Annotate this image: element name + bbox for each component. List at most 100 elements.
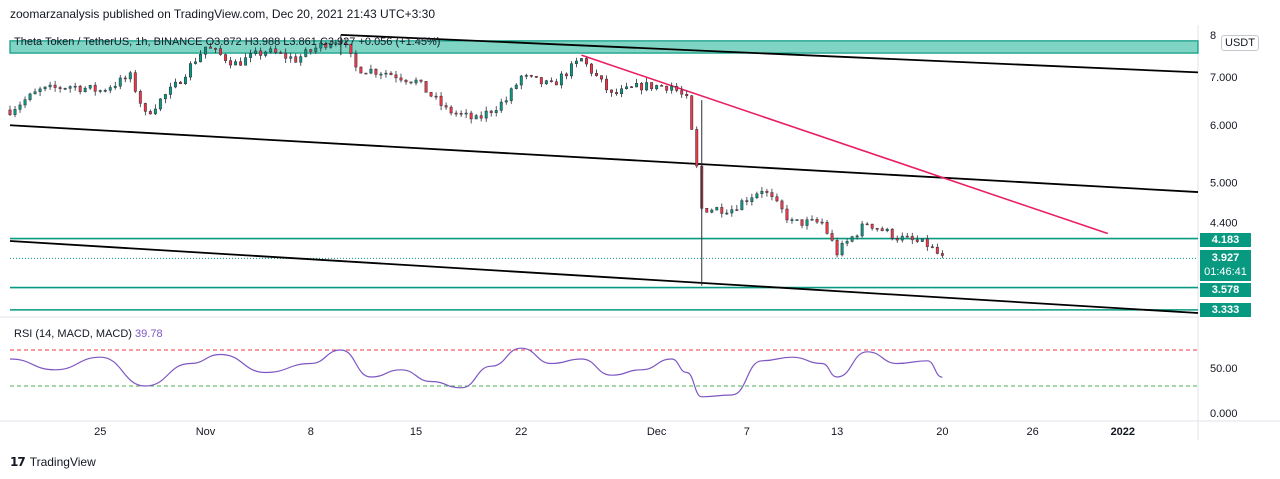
chart-area[interactable]: 8 7.000 6.000 5.000 4.400 50.00 0.000 25 Nov 8 15 2… xyxy=(0,25,1280,440)
candle xyxy=(219,45,222,56)
candle-body xyxy=(354,53,358,68)
candle-body xyxy=(790,219,794,221)
chart-svg[interactable]: 8 7.000 6.000 5.000 4.400 50.00 0.000 25 Nov 8 15 2… xyxy=(0,25,1280,440)
candle xyxy=(935,243,939,255)
candle-body xyxy=(825,222,829,234)
candle-body xyxy=(920,238,924,242)
candle xyxy=(720,203,724,218)
candle-body xyxy=(118,77,122,87)
candle-body xyxy=(299,56,303,63)
candle xyxy=(569,61,573,79)
candle-body xyxy=(805,219,809,226)
rsi-pane xyxy=(9,347,1198,398)
candle-body xyxy=(274,48,278,53)
candle xyxy=(585,57,588,67)
candle xyxy=(459,110,463,117)
candle xyxy=(103,88,107,93)
candle-body xyxy=(204,46,207,55)
candle-body xyxy=(590,63,593,74)
candle-body xyxy=(935,246,939,254)
candle-body xyxy=(98,90,102,92)
candle xyxy=(675,82,679,93)
candle xyxy=(840,240,844,257)
candle-body xyxy=(434,95,438,98)
candle xyxy=(685,90,689,99)
candle-body xyxy=(775,196,779,202)
candle-body xyxy=(244,57,248,66)
time-tick-label: 22 xyxy=(515,426,527,438)
candle xyxy=(564,72,568,80)
candle xyxy=(870,223,874,231)
candle-body xyxy=(88,84,92,89)
candle-body xyxy=(379,73,383,76)
candle-body xyxy=(83,87,87,92)
candle xyxy=(88,84,92,90)
candle xyxy=(13,105,17,118)
rsi-legend-label: RSI (14, MACD, MACD) xyxy=(14,328,132,340)
candle xyxy=(820,218,824,225)
candle xyxy=(249,49,253,63)
candle xyxy=(910,232,914,245)
candle xyxy=(143,102,147,116)
candle xyxy=(474,113,478,120)
candle xyxy=(920,238,924,243)
candle-body xyxy=(449,106,453,114)
candle xyxy=(324,41,328,50)
time-tick-label: 20 xyxy=(936,426,948,438)
candle xyxy=(725,209,729,215)
candle xyxy=(549,77,553,83)
currency-selector[interactable]: USDT xyxy=(1221,35,1259,51)
candle-body xyxy=(574,60,578,64)
candle-body xyxy=(183,76,187,84)
candle xyxy=(695,126,699,169)
trendline-3 xyxy=(9,240,1199,314)
candle-body xyxy=(394,74,398,79)
candle xyxy=(895,235,899,243)
candle-body xyxy=(108,87,112,91)
candle-body xyxy=(750,197,754,202)
tradingview-logo[interactable]: 17 TradingView xyxy=(10,455,96,469)
candle-body xyxy=(53,84,57,88)
candle xyxy=(494,106,498,117)
candle-body xyxy=(509,88,513,101)
candle-body xyxy=(615,92,618,94)
candle-body xyxy=(554,81,558,86)
candle-body xyxy=(645,82,649,91)
candle-body xyxy=(850,236,854,242)
candle xyxy=(299,53,303,66)
candle-body xyxy=(830,233,834,241)
candle xyxy=(83,86,87,93)
candle-body xyxy=(489,110,493,113)
candle-body xyxy=(680,90,684,95)
candle-body xyxy=(735,209,739,211)
candle-body xyxy=(635,83,639,88)
candle-body xyxy=(269,48,273,53)
candle xyxy=(28,92,32,102)
candle-body xyxy=(13,109,17,115)
candle xyxy=(915,235,919,243)
candle-body xyxy=(630,86,634,89)
candle xyxy=(544,79,548,85)
candle xyxy=(795,219,799,221)
candle-body xyxy=(138,91,142,104)
candle xyxy=(123,75,127,83)
candle-body xyxy=(229,60,233,66)
candle-body xyxy=(168,86,172,95)
candle xyxy=(239,57,243,66)
candle-body xyxy=(68,86,72,89)
candle-body xyxy=(534,76,538,78)
candle xyxy=(559,71,563,89)
candle-body xyxy=(915,239,919,242)
candle xyxy=(630,86,634,89)
candle xyxy=(148,109,152,115)
candle xyxy=(118,74,122,90)
candle xyxy=(489,109,493,117)
candle-body xyxy=(745,200,749,202)
candle xyxy=(645,78,649,92)
candle xyxy=(259,47,263,60)
candle-body xyxy=(940,253,944,256)
candle xyxy=(73,82,77,91)
candle xyxy=(835,237,839,258)
candle-body xyxy=(539,77,543,85)
candle xyxy=(905,232,909,238)
